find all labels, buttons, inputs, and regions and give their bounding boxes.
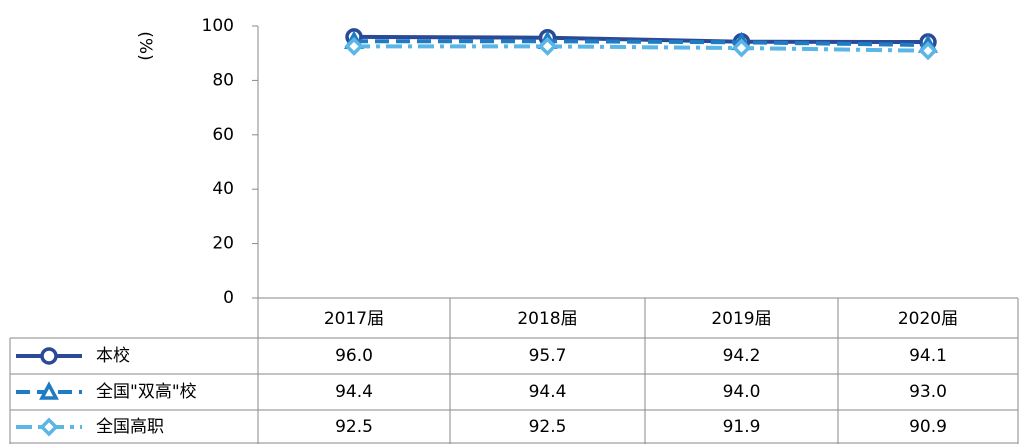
marker	[538, 36, 557, 56]
table-value: 95.7	[529, 346, 567, 366]
series-line	[354, 39, 929, 48]
legend-marker	[39, 381, 59, 400]
x-tick-label: 2020届	[898, 309, 958, 329]
marker	[732, 38, 751, 58]
legend-marker	[39, 417, 59, 437]
table-value: 92.5	[529, 417, 567, 437]
series-line	[354, 44, 929, 53]
marker	[918, 41, 938, 61]
table-value: 92.5	[335, 417, 373, 437]
y-tick-label: 0	[223, 288, 234, 308]
y-axis-label: (%)	[135, 31, 155, 60]
table-value: 90.9	[909, 417, 947, 437]
legend-marker	[40, 347, 58, 365]
legend-label: 全国"双高"校	[96, 382, 197, 402]
y-tick-label: 20	[212, 234, 234, 254]
table-value: 93.0	[909, 382, 947, 402]
y-tick-label: 60	[212, 125, 234, 145]
table-value: 94.4	[335, 382, 373, 402]
x-tick-label: 2019届	[711, 309, 771, 329]
x-tick-label: 2018届	[517, 309, 577, 329]
table-value: 94.0	[723, 382, 761, 402]
legend-label: 本校	[96, 346, 130, 366]
table-value: 94.1	[909, 346, 947, 366]
legend-label: 全国高职	[96, 417, 164, 437]
y-tick-label: 80	[212, 70, 234, 90]
y-tick-label: 100	[202, 16, 234, 36]
x-tick-label: 2017届	[324, 309, 384, 329]
series-line	[353, 34, 929, 45]
table-value: 96.0	[335, 346, 373, 366]
marker	[344, 36, 364, 56]
y-tick-label: 40	[212, 179, 234, 199]
table-value: 94.2	[723, 346, 761, 366]
table-value: 91.9	[723, 417, 761, 437]
table-value: 94.4	[529, 382, 567, 402]
